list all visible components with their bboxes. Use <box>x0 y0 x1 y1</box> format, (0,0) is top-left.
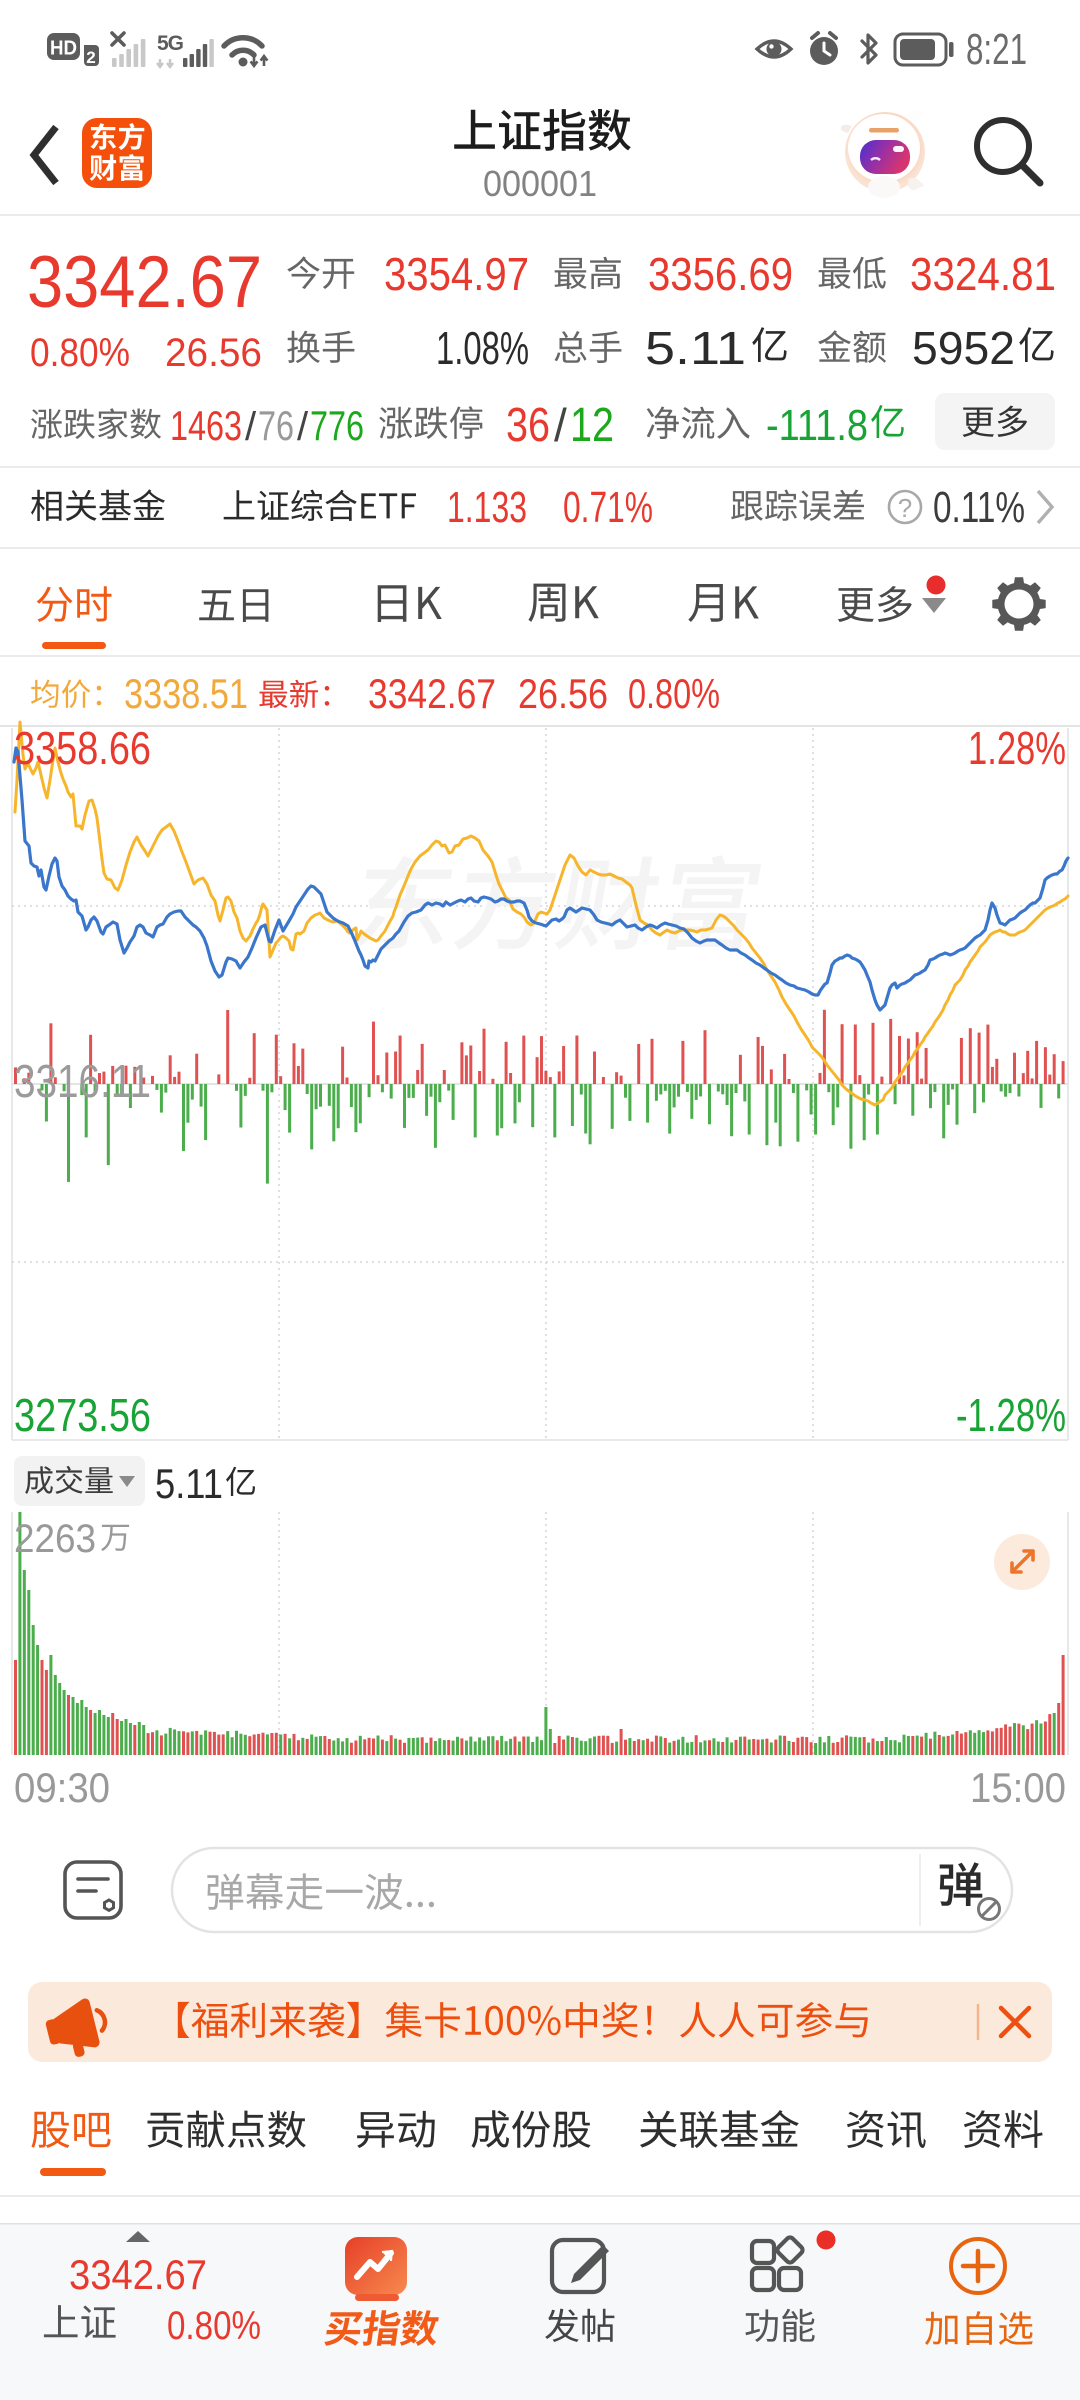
svg-text:0.71%: 0.71% <box>563 483 653 532</box>
svg-text:5952: 5952 <box>912 322 1015 374</box>
svg-text:/: / <box>554 399 567 451</box>
svg-text:3342.67: 3342.67 <box>368 670 496 717</box>
svg-text:/: / <box>297 405 309 449</box>
svg-text:3342.67: 3342.67 <box>27 242 262 323</box>
svg-text:3358.66: 3358.66 <box>14 722 151 774</box>
svg-text:36: 36 <box>506 399 550 452</box>
svg-text:0.11%: 0.11% <box>933 483 1025 532</box>
svg-text:09:30: 09:30 <box>14 1764 110 1811</box>
svg-text:12: 12 <box>570 399 614 452</box>
svg-text:HD: HD <box>50 38 77 60</box>
svg-text:3316.11: 3316.11 <box>14 1055 151 1107</box>
svg-text:?: ? <box>898 493 912 523</box>
svg-text:/: / <box>245 405 257 449</box>
svg-text:0.80%: 0.80% <box>167 2304 261 2348</box>
svg-text:2263: 2263 <box>14 1517 96 1561</box>
svg-text:1463: 1463 <box>170 402 242 449</box>
svg-text:2: 2 <box>86 48 95 67</box>
svg-text:000001: 000001 <box>483 163 597 204</box>
svg-text:0.80%: 0.80% <box>30 331 130 375</box>
svg-text:15:00: 15:00 <box>970 1764 1066 1811</box>
svg-text:776: 776 <box>310 402 364 449</box>
svg-text:-1.28%: -1.28% <box>956 1389 1066 1441</box>
svg-text:1.08%: 1.08% <box>436 322 529 374</box>
svg-text:26.56: 26.56 <box>518 670 608 717</box>
svg-text:3324.81: 3324.81 <box>910 248 1056 300</box>
svg-text:3273.56: 3273.56 <box>14 1389 151 1441</box>
svg-text:1.28%: 1.28% <box>968 722 1066 774</box>
svg-text:3338.51: 3338.51 <box>124 670 248 717</box>
svg-text:76: 76 <box>258 402 294 449</box>
svg-text:5.11: 5.11 <box>645 322 746 374</box>
svg-text:1.133: 1.133 <box>447 483 527 532</box>
svg-text:0.80%: 0.80% <box>628 670 720 717</box>
svg-text:3356.69: 3356.69 <box>648 248 793 300</box>
svg-text:3354.97: 3354.97 <box>384 248 529 300</box>
svg-text:5.11: 5.11 <box>155 1460 223 1507</box>
svg-text:26.56: 26.56 <box>165 331 262 375</box>
svg-text:-111.8: -111.8 <box>766 401 868 450</box>
svg-text:3342.67: 3342.67 <box>69 2251 207 2298</box>
svg-text:8:21: 8:21 <box>966 25 1027 74</box>
svg-text:5G: 5G <box>157 32 184 55</box>
